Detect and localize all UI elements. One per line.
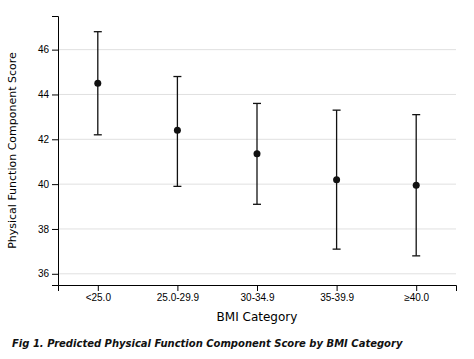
error-bar — [333, 110, 341, 249]
x-tick-label: ≥40.0 — [404, 292, 429, 303]
y-tick-mark — [52, 139, 58, 140]
y-tick: 44 — [38, 89, 58, 100]
error-cap-lower — [173, 186, 181, 187]
x-tick-mark — [337, 285, 338, 291]
point — [333, 176, 340, 183]
y-tick-label: 44 — [38, 89, 50, 100]
error-cap-upper — [253, 103, 261, 104]
x-tick: 25.0-29.9 — [157, 285, 200, 303]
grid-line — [58, 49, 456, 50]
y-tick: 36 — [38, 268, 58, 279]
y-tick-mark — [52, 229, 58, 230]
y-tick-mark — [52, 50, 58, 51]
error-cap-upper — [412, 114, 420, 115]
y-tick-label: 40 — [38, 179, 50, 190]
x-tick-label: 35-39.9 — [320, 292, 354, 303]
chart-container: 36 38 40 42 44 46 <25.0 25.0-29.9 30-34.9 35-39.9… — [0, 0, 474, 359]
error-cap-upper — [94, 31, 102, 32]
error-bar — [253, 103, 261, 204]
marks — [94, 32, 420, 256]
chart-svg: 36 38 40 42 44 46 <25.0 25.0-29.9 30-34.9 35-39.9… — [0, 0, 474, 359]
error-cap-lower — [94, 134, 102, 135]
x-tick-mark — [98, 285, 99, 291]
error-cap-upper — [173, 76, 181, 77]
x-tick: 35-39.9 — [320, 285, 354, 303]
x-axis-title: BMI Category — [217, 310, 298, 324]
x-tick-mark — [257, 285, 258, 291]
error-bar — [173, 77, 181, 187]
x-tick-label: <25.0 — [86, 292, 112, 303]
grid-line — [58, 273, 456, 274]
y-tick: 38 — [38, 224, 58, 235]
point — [174, 127, 181, 134]
x-tick: 30-34.9 — [241, 285, 275, 303]
error-bar — [412, 115, 420, 256]
y-axis-title: Physical Function Component Score — [6, 52, 19, 249]
y-axis: 36 38 40 42 44 46 — [38, 17, 59, 286]
x-tick-label: 25.0-29.9 — [157, 292, 200, 303]
point — [94, 80, 101, 87]
y-tick: 42 — [38, 134, 58, 145]
y-tick: 40 — [38, 179, 58, 190]
x-tick-label: 30-34.9 — [241, 292, 275, 303]
grid — [58, 50, 456, 274]
y-tick-label: 46 — [38, 44, 50, 55]
x-tick-mark — [416, 285, 417, 291]
y-tick-mark — [52, 184, 58, 185]
error-cap-lower — [412, 255, 420, 256]
x-tick-mark — [177, 285, 178, 291]
x-axis-line — [59, 286, 457, 292]
plot-area: 36 38 40 42 44 46 <25.0 25.0-29.9 30-34.9 35-39.9… — [38, 17, 457, 304]
x-tick: <25.0 — [86, 285, 112, 303]
y-axis-line — [52, 17, 59, 286]
x-axis: <25.0 25.0-29.9 30-34.9 35-39.9 ≥40.0 — [59, 285, 457, 303]
error-cap-lower — [333, 248, 341, 249]
error-cap-lower — [253, 204, 261, 205]
y-tick-mark — [52, 274, 58, 275]
y-tick: 46 — [38, 44, 58, 55]
error-bar — [94, 32, 102, 135]
point — [254, 150, 261, 157]
grid-line — [58, 228, 456, 229]
error-cap-upper — [333, 110, 341, 111]
x-tick: ≥40.0 — [404, 285, 429, 303]
caption: Fig 1. Predicted Physical Function Compo… — [12, 338, 403, 349]
y-tick-label: 36 — [38, 268, 50, 279]
point — [413, 182, 420, 189]
y-tick-label: 42 — [38, 134, 50, 145]
y-tick-mark — [52, 94, 58, 95]
y-tick-label: 38 — [38, 224, 50, 235]
grid-line — [58, 94, 456, 95]
